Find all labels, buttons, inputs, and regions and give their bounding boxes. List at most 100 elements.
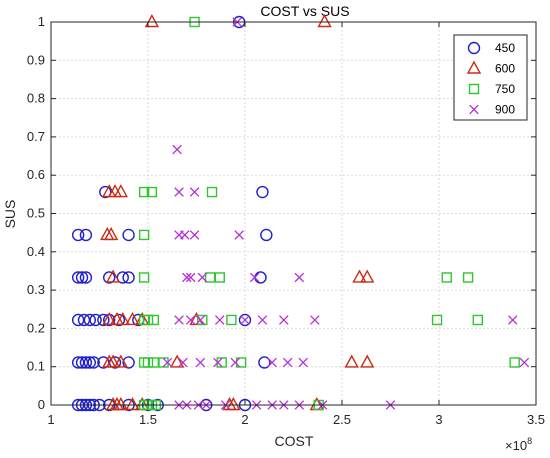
legend-box <box>453 34 528 121</box>
data-point <box>344 354 359 368</box>
y-tick-label: 1 <box>38 14 45 29</box>
data-point <box>226 314 237 326</box>
data-point <box>144 14 160 28</box>
data-point <box>71 271 85 284</box>
data-point <box>352 269 367 283</box>
data-point <box>431 314 443 326</box>
y-axis-title: SUS <box>2 200 18 229</box>
x-tick-label: 1 <box>47 412 54 427</box>
data-point <box>178 357 188 368</box>
data-point <box>87 356 100 369</box>
y-tick-label: 0.6 <box>27 167 45 182</box>
y-tick-label: 0.9 <box>27 52 45 67</box>
data-point <box>172 144 182 155</box>
y-tick-label: 0.5 <box>27 206 45 221</box>
data-point <box>142 314 154 326</box>
data-point <box>215 315 225 325</box>
data-point <box>230 357 241 368</box>
data-point <box>169 354 185 368</box>
data-point <box>240 315 250 325</box>
data-point <box>214 272 225 283</box>
legend-marker-450 <box>467 41 481 55</box>
data-point <box>138 272 150 283</box>
data-point <box>113 397 129 411</box>
data-point <box>105 354 121 368</box>
legend-label-750: 750 <box>495 82 515 96</box>
data-point <box>122 356 135 369</box>
x-tick-label: 2.5 <box>333 412 351 427</box>
x-axis-multiplier-exponent: 8 <box>527 436 532 446</box>
data-point <box>185 315 196 325</box>
y-tick-label: 0.1 <box>27 359 45 374</box>
data-point <box>213 357 223 368</box>
data-point <box>142 357 154 368</box>
y-tick-label: 0.7 <box>27 129 45 144</box>
data-point <box>89 313 102 327</box>
data-point <box>317 14 332 28</box>
series-600 <box>100 14 375 411</box>
y-tick-label: 0 <box>38 397 45 412</box>
data-point <box>185 272 196 283</box>
data-point <box>234 230 244 240</box>
data-point <box>509 357 520 368</box>
data-point <box>146 186 158 198</box>
data-point <box>310 315 320 325</box>
data-points <box>71 14 530 412</box>
data-point <box>125 312 140 326</box>
data-point <box>226 397 241 411</box>
data-point <box>258 356 271 369</box>
data-point <box>125 397 140 411</box>
x-tick-label: 2 <box>241 412 248 427</box>
data-point <box>294 272 305 283</box>
data-point <box>83 356 97 369</box>
data-point <box>162 357 173 368</box>
data-point <box>102 312 117 326</box>
data-point <box>360 354 375 368</box>
data-point <box>254 271 267 284</box>
series-450 <box>71 15 273 412</box>
data-point <box>122 271 135 284</box>
x-axis-title: COST <box>275 433 314 449</box>
data-point <box>174 187 184 197</box>
axis-ticks: 1 1.5 2 2.5 3 3.5 0 0.1 0.2 0.3 0.4 0.5 0.6 0.7 0.8 0.9… <box>27 14 545 427</box>
data-point <box>189 230 200 240</box>
data-point <box>138 186 150 198</box>
data-point <box>235 357 247 368</box>
data-point <box>462 272 474 283</box>
data-point <box>256 185 269 199</box>
data-point <box>260 228 273 242</box>
y-tick-label: 0.2 <box>27 320 45 335</box>
chart-title: COST vs SUS <box>260 3 349 19</box>
data-point <box>267 357 277 368</box>
data-point <box>83 313 97 327</box>
data-point <box>519 357 530 368</box>
data-point <box>279 315 289 325</box>
data-point <box>138 229 150 241</box>
x-tick-label: 1.5 <box>139 412 157 427</box>
x-axis-multiplier: ×108 <box>505 436 532 453</box>
data-point <box>441 272 452 283</box>
data-point <box>282 357 293 368</box>
legend-marker-750 <box>468 83 480 95</box>
data-point <box>97 313 110 327</box>
y-tick-label: 0.3 <box>27 282 45 297</box>
data-point <box>238 313 252 327</box>
data-point <box>79 228 93 242</box>
data-point <box>507 315 518 325</box>
data-point <box>79 271 93 284</box>
data-point <box>182 272 192 283</box>
data-point <box>79 356 93 369</box>
data-point <box>195 357 206 368</box>
data-point <box>71 228 85 242</box>
data-point <box>148 357 160 368</box>
data-point <box>360 269 375 283</box>
data-point <box>197 272 208 283</box>
data-point <box>298 357 308 368</box>
legend-marker-900 <box>469 104 479 115</box>
data-point <box>115 312 130 326</box>
y-tick-label: 0.4 <box>27 244 45 259</box>
legend: 450 600 750 900 <box>453 34 528 121</box>
legend-label-600: 600 <box>495 62 515 76</box>
data-point <box>148 314 160 326</box>
